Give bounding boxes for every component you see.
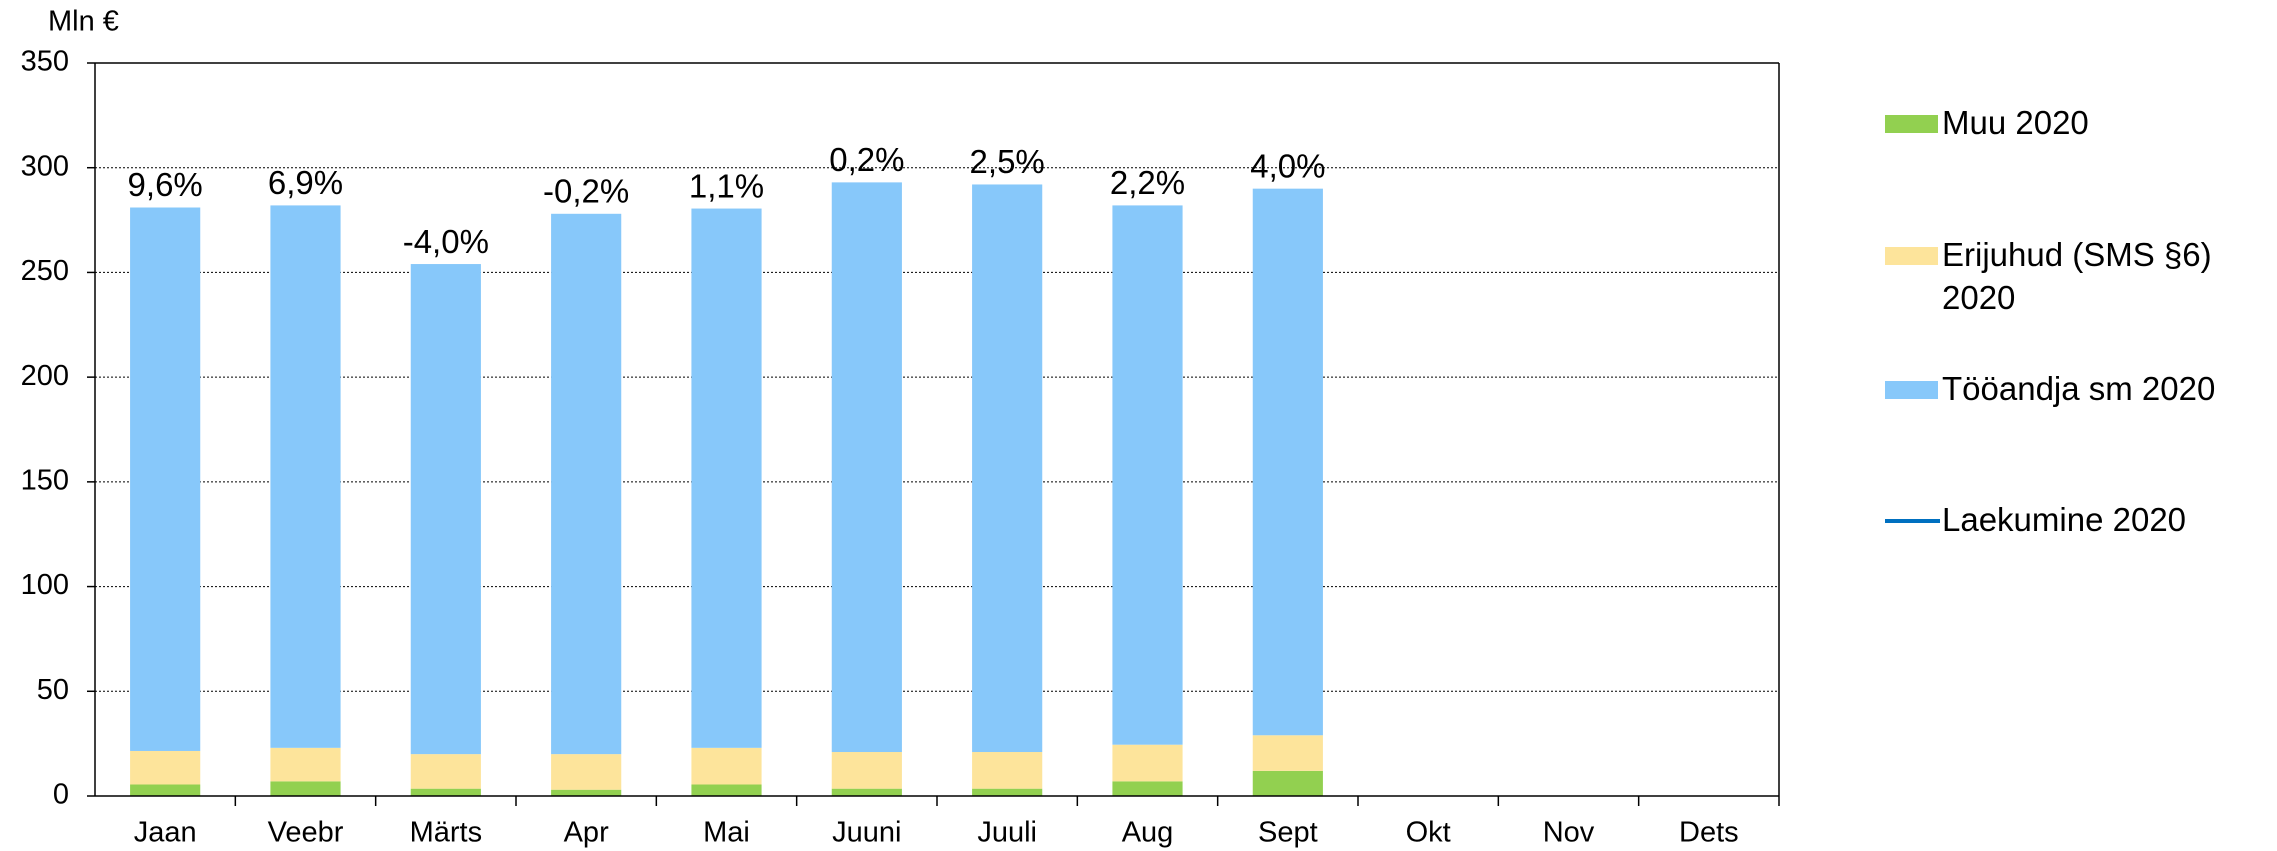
bar-segment <box>1252 770 1323 796</box>
bar-segment <box>1112 781 1183 796</box>
bar-segment <box>130 784 201 796</box>
x-tick-label: Sept <box>1258 817 1318 849</box>
x-tick-label: Dets <box>1679 817 1739 849</box>
growth-label: 0,2% <box>829 141 904 178</box>
y-tick-label: 50 <box>37 674 69 706</box>
growth-label: 2,2% <box>1110 164 1185 201</box>
bar-segment <box>410 788 481 796</box>
y-tick-label: 300 <box>21 150 69 182</box>
legend-item: Muu 2020 <box>1942 104 2089 141</box>
bar-segment <box>130 750 201 785</box>
x-tick-label: Aug <box>1122 817 1174 849</box>
bar-segment <box>972 788 1043 796</box>
bar-segment <box>831 752 902 789</box>
x-tick-label: Mai <box>703 817 750 849</box>
bar-segment <box>551 213 622 755</box>
x-tick-label: Juuli <box>977 817 1037 849</box>
bar-segment <box>410 754 481 789</box>
legend-label: Tööandja sm 2020 <box>1942 370 2216 407</box>
x-tick-label: Märts <box>410 817 483 849</box>
bar-segment <box>972 184 1043 753</box>
y-tick-label: 0 <box>53 779 69 811</box>
bar-segment <box>691 208 762 748</box>
bar-segment <box>831 788 902 796</box>
x-tick-label: Nov <box>1543 817 1595 849</box>
growth-label: 6,9% <box>268 164 343 201</box>
x-tick-label: Juuni <box>832 817 901 849</box>
bar-segment <box>270 781 341 796</box>
bar-segment <box>551 789 622 796</box>
legend-swatch <box>1885 247 1938 265</box>
bar-segment <box>1112 205 1183 745</box>
bar-segment <box>410 264 481 755</box>
y-axis-label: Mln € <box>48 6 119 38</box>
bar-segment <box>972 752 1043 789</box>
legend-item: Tööandja sm 2020 <box>1942 370 2216 407</box>
bar-segment <box>1112 744 1183 782</box>
bar-segment <box>270 747 341 782</box>
growth-label: 1,1% <box>689 167 764 204</box>
bar-segment <box>551 754 622 790</box>
growth-label: -4,0% <box>403 223 489 260</box>
legend-swatch <box>1885 115 1938 133</box>
legend-swatch <box>1885 381 1938 399</box>
x-tick-label: Veebr <box>268 817 344 849</box>
legend-label: Erijuhud (SMS §6) 2020 <box>1942 236 2212 316</box>
y-tick-label: 350 <box>21 46 69 78</box>
bar-segment <box>691 747 762 785</box>
legend-item: Laekumine 2020 <box>1942 501 2187 538</box>
y-tick-label: 250 <box>21 255 69 287</box>
y-tick-label: 200 <box>21 360 69 392</box>
bar-segment <box>691 784 762 796</box>
growth-label: 9,6% <box>128 166 203 203</box>
y-tick-label: 150 <box>21 465 69 497</box>
bar-segment <box>831 182 902 753</box>
x-tick-label: Apr <box>564 817 609 849</box>
bar-segment <box>130 207 201 751</box>
bar-segment <box>270 205 341 748</box>
x-tick-label: Okt <box>1406 817 1451 849</box>
legend-label: Muu 2020 <box>1942 104 2089 141</box>
y-tick-label: 100 <box>21 569 69 601</box>
bar-segment <box>1252 188 1323 736</box>
growth-label: -0,2% <box>543 173 629 210</box>
growth-label: 4,0% <box>1250 147 1325 184</box>
legend-label: Laekumine 2020 <box>1942 501 2187 538</box>
bar-segment <box>1252 735 1323 771</box>
legend-item: Erijuhud (SMS §6) 2020 <box>1942 236 2212 316</box>
x-tick-label: Jaan <box>134 817 197 849</box>
growth-label: 2,5% <box>970 143 1045 180</box>
